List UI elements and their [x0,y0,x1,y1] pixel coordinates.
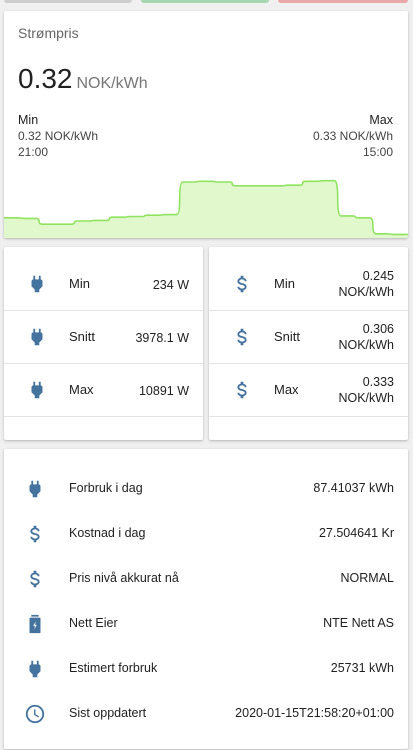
stat-value: 0.333 NOK/kWh [338,374,394,406]
dollar-icon [231,326,253,348]
stat-row-power-max[interactable]: Max 10891 W [4,365,203,417]
card-title: Strømpris [18,25,79,41]
stat-value-number: 0.333 [362,375,394,389]
sparkline-line [4,179,408,236]
dollar-icon [24,523,46,545]
entity-value: 2020-01-15T21:58:20+01:00 [235,706,394,720]
entity-label: Sist oppdatert [69,706,147,720]
stat-value-unit: NOK/kWh [338,391,394,405]
entity-value: NORMAL [340,571,394,585]
sparkline-area [4,180,408,238]
entity-label: Estimert forbruk [69,661,158,675]
clock-icon [24,703,46,725]
power-plug-icon [26,379,48,401]
entity-row-price-level[interactable]: Pris nivå akkurat nå NORMAL [4,564,408,594]
price-max: Max 0.33 NOK/kWh 15:00 [313,112,393,160]
entity-value: 27.504641 Kr [318,526,394,540]
price-max-heading: Max [369,113,393,127]
transmission-tower-icon [24,613,46,635]
previous-card-edge [141,0,269,3]
stat-value: 10891 W [138,384,189,398]
stat-row-cost-max[interactable]: Max 0.333 NOK/kWh [209,365,408,417]
price-card[interactable]: Strømpris 0.32 NOK/kWh Min 0.32 NOK/kWh 2… [4,11,408,238]
dollar-icon [231,379,253,401]
price-min-time: 21:00 [18,145,49,159]
power-stats-card: Min 234 W Snitt 3978.1 W Max 10891 W [4,247,203,440]
entity-value: 87.41037 kWh [313,481,394,495]
entity-label: Nett Eier [69,616,118,630]
power-plug-icon [26,273,48,295]
stat-value: 0.245 NOK/kWh [338,268,394,300]
current-price-value: 0.32 [18,63,73,94]
stat-row-cost-avg[interactable]: Snitt 0.306 NOK/kWh [209,312,408,364]
previous-card-edge [278,0,408,3]
dollar-icon [231,273,253,295]
stat-value: 3978.1 W [135,331,189,345]
stat-row-power-min[interactable]: Min 234 W [4,259,203,311]
price-min-heading: Min [18,113,39,127]
entity-row-estimated-consumption[interactable]: Estimert forbruk 25731 kWh [4,654,408,684]
stat-row-cost-min[interactable]: Min 0.245 NOK/kWh [209,259,408,311]
stat-label: Max [69,382,94,397]
current-price: 0.32 NOK/kWh [18,63,148,95]
stat-label: Snitt [69,329,96,344]
entity-label: Pris nivå akkurat nå [69,571,179,585]
stat-label: Min [274,276,295,291]
stat-label: Snitt [274,329,301,344]
stat-value: 234 W [152,278,189,292]
cost-stats-card: Min 0.245 NOK/kWh Snitt 0.306 NOK/kWh Max … [209,247,408,440]
power-plug-icon [24,658,46,680]
previous-cards-strip [0,0,413,4]
stat-value: 0.306 NOK/kWh [338,321,394,353]
power-plug-icon [24,478,46,500]
entity-row-consumption-today[interactable]: Forbruk i dag 87.41037 kWh [4,474,408,504]
stat-value-number: 0.245 [362,269,394,283]
stat-value-number: 0.306 [362,322,394,336]
stat-value-unit: NOK/kWh [338,338,394,352]
power-plug-icon [26,326,48,348]
price-max-time: 15:00 [362,145,393,159]
price-min-value: 0.32 NOK/kWh [18,129,99,143]
stat-label: Min [69,276,90,291]
entity-value: 25731 kWh [330,661,394,675]
entity-label: Forbruk i dag [69,481,143,495]
entity-label: Kostnad i dag [69,526,146,540]
entity-row-last-updated[interactable]: Sist oppdatert 2020-01-15T21:58:20+01:00 [4,699,408,729]
price-min: Min 0.32 NOK/kWh 21:00 [18,112,98,160]
stat-row-power-avg[interactable]: Snitt 3978.1 W [4,312,203,364]
price-sparkline-chart [4,179,408,238]
entity-row-cost-today[interactable]: Kostnad i dag 27.504641 Kr [4,519,408,549]
info-entities-card: Forbruk i dag 87.41037 kWh Kostnad i dag… [4,449,408,749]
stat-value-unit: NOK/kWh [338,285,394,299]
stat-label: Max [274,382,299,397]
dollar-icon [24,568,46,590]
current-price-unit: NOK/kWh [76,75,148,92]
previous-card-edge [4,0,132,3]
entity-row-grid-owner[interactable]: Nett Eier NTE Nett AS [4,609,408,639]
entity-value: NTE Nett AS [323,616,394,630]
price-max-value: 0.33 NOK/kWh [312,129,393,143]
